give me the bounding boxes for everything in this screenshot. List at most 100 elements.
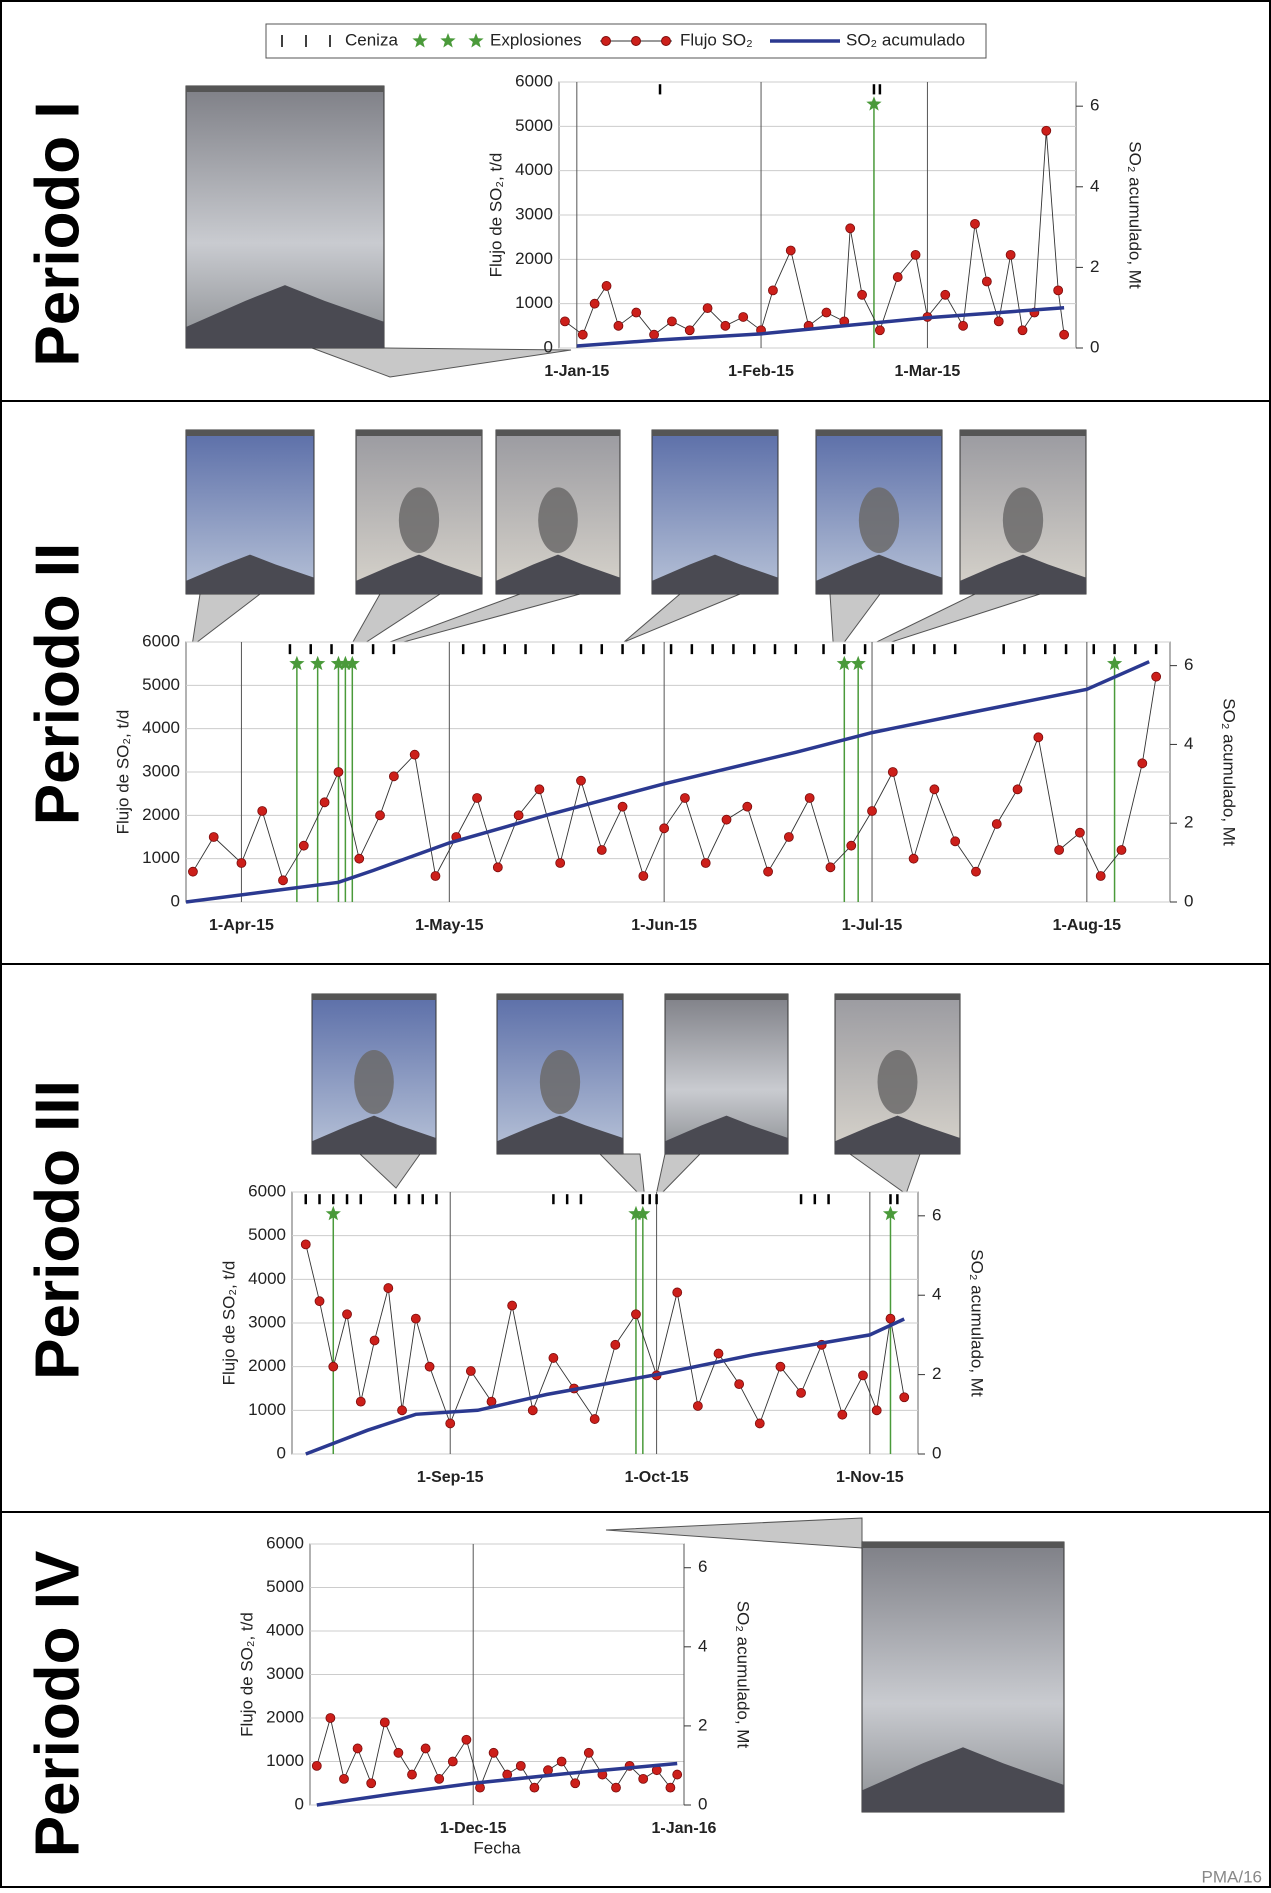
explosion-star <box>344 655 360 671</box>
flux-point <box>555 858 566 868</box>
y2-tick-label: 6 <box>932 1205 941 1224</box>
flux-point <box>298 840 309 851</box>
flux-point <box>667 316 677 327</box>
flux-point <box>692 1401 703 1411</box>
flux-point <box>445 1418 456 1429</box>
flux-point <box>871 1405 882 1416</box>
y-tick-label: 2000 <box>248 1356 286 1375</box>
explosion-star <box>310 655 326 671</box>
flux-point <box>659 823 670 834</box>
explosion-star <box>325 1205 341 1221</box>
y2-tick-label: 2 <box>932 1364 941 1383</box>
photo-header <box>356 430 482 436</box>
y-tick-label: 4000 <box>248 1269 286 1288</box>
photo-mountain <box>312 1115 436 1154</box>
photo-plume <box>858 487 900 553</box>
y2-axis-label: SO₂ acumulado, Mt <box>1220 698 1239 846</box>
photo-plume <box>354 1050 394 1114</box>
flux-point <box>577 329 588 340</box>
y-tick-label: 1000 <box>248 1400 286 1419</box>
photo-header <box>186 86 384 92</box>
flux-point <box>887 767 898 777</box>
flux-point <box>649 329 659 340</box>
flux-point <box>721 814 732 825</box>
legend-star <box>440 33 456 48</box>
y2-tick-label: 2 <box>1184 813 1193 832</box>
flux-point <box>529 1782 540 1793</box>
flux-point <box>940 289 951 300</box>
photo-plume <box>398 487 440 553</box>
y-tick-label: 3000 <box>515 204 553 223</box>
flux-point <box>465 1366 476 1376</box>
flux-point <box>1151 671 1162 682</box>
flux-point <box>397 1405 407 1416</box>
flux-point <box>1054 845 1065 855</box>
explosion-star <box>337 655 353 671</box>
flux-point <box>981 276 992 287</box>
explosion-star <box>1107 655 1123 671</box>
legend-label: Ceniza <box>345 30 398 49</box>
flux-point <box>278 875 288 886</box>
flux-point <box>825 862 836 873</box>
flux-point <box>434 1774 445 1784</box>
period-label: Periodo II <box>23 543 92 825</box>
photo-mountain <box>652 554 778 594</box>
flux-point <box>1137 758 1148 769</box>
flux-point <box>738 312 749 322</box>
flux-point <box>734 1379 745 1390</box>
photo-mountain <box>835 1115 960 1154</box>
x-tick-label: 1-Oct-15 <box>625 1469 689 1486</box>
flux-point <box>783 832 794 842</box>
flux-point <box>684 325 695 336</box>
flux-point <box>680 793 690 803</box>
cumulative-line <box>576 305 1065 348</box>
y2-tick-label: 2 <box>1090 257 1099 276</box>
photo-header <box>312 994 436 1000</box>
x-tick-label: 1-Aug-15 <box>1053 917 1122 934</box>
flux-point <box>472 793 482 803</box>
photo-header <box>496 430 620 436</box>
flux-point <box>638 1774 649 1784</box>
flux-point <box>257 806 268 816</box>
flux-point <box>768 285 778 296</box>
flux-point <box>583 1747 594 1758</box>
x-tick-label: 1-Jun-15 <box>631 917 697 934</box>
y2-axis-label: SO₂ acumulado, Mt <box>734 1601 753 1749</box>
callout <box>358 1153 421 1189</box>
photo-mountain <box>186 554 314 594</box>
flux-point <box>1059 329 1070 340</box>
callout <box>191 593 262 648</box>
flux-point <box>208 832 219 842</box>
flux-point <box>713 1348 724 1359</box>
flux-point <box>393 1747 404 1758</box>
explosion-star <box>882 1205 899 1221</box>
flux-point <box>352 1743 363 1754</box>
flux-point <box>665 1782 676 1793</box>
explosion-star <box>330 655 347 671</box>
flux-point <box>560 316 570 327</box>
legend-label: Flujo SO₂ <box>680 30 753 49</box>
flux-point <box>383 1283 394 1293</box>
flux-point <box>515 1760 526 1771</box>
x-tick-label: 1-Apr-15 <box>209 917 274 934</box>
flux-point <box>857 289 867 300</box>
flux-point <box>867 806 877 816</box>
flux-point <box>188 866 198 877</box>
flux-point <box>589 298 600 309</box>
x-axis-label: Fecha <box>473 1838 521 1857</box>
photo-header <box>652 430 778 436</box>
flux-point <box>858 1370 868 1381</box>
flux-point <box>970 218 980 229</box>
y2-tick-label: 6 <box>698 1557 707 1576</box>
flux-point <box>1012 784 1023 795</box>
photo-header <box>497 994 623 1000</box>
flux-point <box>534 784 545 795</box>
y-tick-label: 5000 <box>266 1577 304 1596</box>
flux-point <box>601 281 612 291</box>
y-tick-label: 6000 <box>266 1533 304 1552</box>
y-tick-label: 1000 <box>266 1751 304 1770</box>
flux-point <box>1095 871 1106 881</box>
y2-tick-label: 0 <box>932 1443 941 1462</box>
photo-header <box>665 994 788 1000</box>
footer: PMA/16 <box>1202 1867 1262 1886</box>
